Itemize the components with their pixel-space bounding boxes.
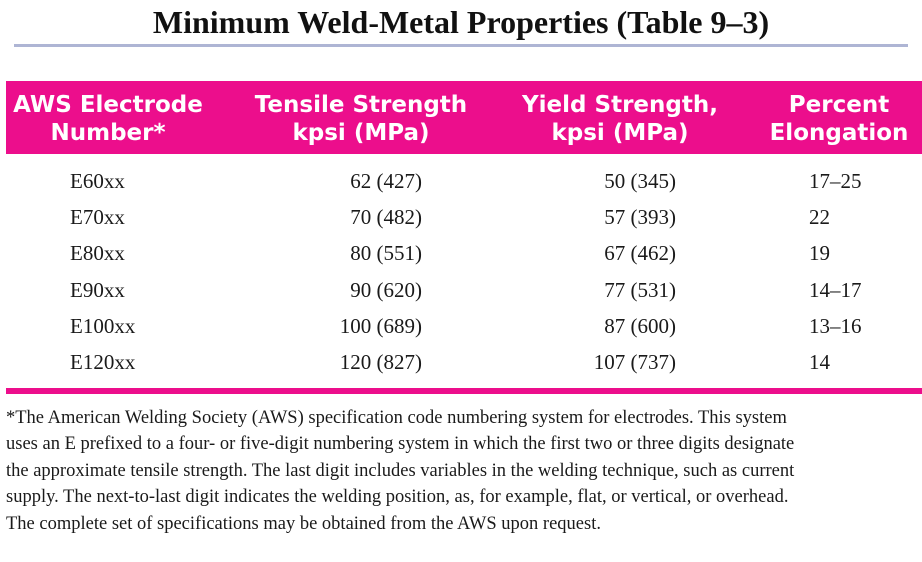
cell-elongation: 14: [809, 350, 830, 374]
cell-yield: 67 (462): [604, 241, 676, 265]
cell-electrode: E80xx: [70, 241, 125, 265]
cell-yield: 87 (600): [604, 314, 676, 338]
title-divider: [14, 44, 908, 47]
cell-electrode: E100xx: [70, 314, 136, 338]
header-percent-elongation: Percent Elongation: [769, 92, 909, 146]
footnote-line: The complete set of specifications may b…: [6, 513, 601, 534]
cell-yield: 107 (737): [593, 350, 676, 374]
cell-tensile: 100 (689): [339, 314, 422, 338]
cell-tensile: 120 (827): [339, 350, 422, 374]
table-bottom-rule: [6, 388, 922, 394]
cell-yield: 77 (531): [604, 278, 676, 302]
cell-yield: 50 (345): [604, 169, 676, 193]
table-body: E60xx 62 (427) 50 (345) 17–25 E70xx 70 (…: [6, 154, 922, 384]
table-row: E70xx 70 (482) 57 (393) 22: [6, 199, 922, 235]
table-row: E90xx 90 (620) 77 (531) 14–17: [6, 272, 922, 308]
header-yield-strength: Yield Strength, kpsi (MPa): [522, 92, 718, 146]
cell-tensile: 62 (427): [350, 169, 422, 193]
header-tensile-strength: Tensile Strength kpsi (MPa): [254, 92, 468, 146]
table-row: E80xx 80 (551) 67 (462) 19: [6, 235, 922, 271]
weld-metal-properties-table: AWS Electrode Number* Tensile Strength k…: [6, 81, 922, 384]
cell-elongation: 19: [809, 241, 830, 265]
cell-electrode: E70xx: [70, 205, 125, 229]
footnote-line: *The American Welding Society (AWS) spec…: [6, 408, 787, 428]
cell-electrode: E90xx: [70, 278, 125, 302]
header-aws-electrode-number: AWS Electrode Number*: [13, 92, 203, 146]
page-title: Minimum Weld-Metal Properties (Table 9–3…: [152, 4, 770, 40]
cell-elongation: 17–25: [809, 169, 862, 193]
cell-elongation: 13–16: [809, 314, 862, 338]
table-header: AWS Electrode Number* Tensile Strength k…: [6, 81, 922, 154]
cell-tensile: 70 (482): [350, 205, 422, 229]
footnote-line: uses an E prefixed to a four- or five-di…: [6, 434, 795, 455]
footnote-line: supply. The next-to-last digit indicates…: [6, 487, 789, 508]
table-row: E60xx 62 (427) 50 (345) 17–25: [6, 163, 922, 199]
cell-electrode: E120xx: [70, 350, 136, 374]
cell-elongation: 14–17: [809, 278, 862, 302]
cell-tensile: 90 (620): [350, 278, 422, 302]
cell-electrode: E60xx: [70, 169, 125, 193]
footnote-line: the approximate tensile strength. The la…: [6, 460, 795, 481]
cell-tensile: 80 (551): [350, 241, 422, 265]
cell-elongation: 22: [809, 205, 830, 229]
table-row: E100xx 100 (689) 87 (600) 13–16: [6, 308, 922, 344]
cell-yield: 57 (393): [604, 205, 676, 229]
table-footnote: *The American Welding Society (AWS) spec…: [6, 405, 916, 537]
table-row: E120xx 120 (827) 107 (737) 14: [6, 344, 922, 380]
